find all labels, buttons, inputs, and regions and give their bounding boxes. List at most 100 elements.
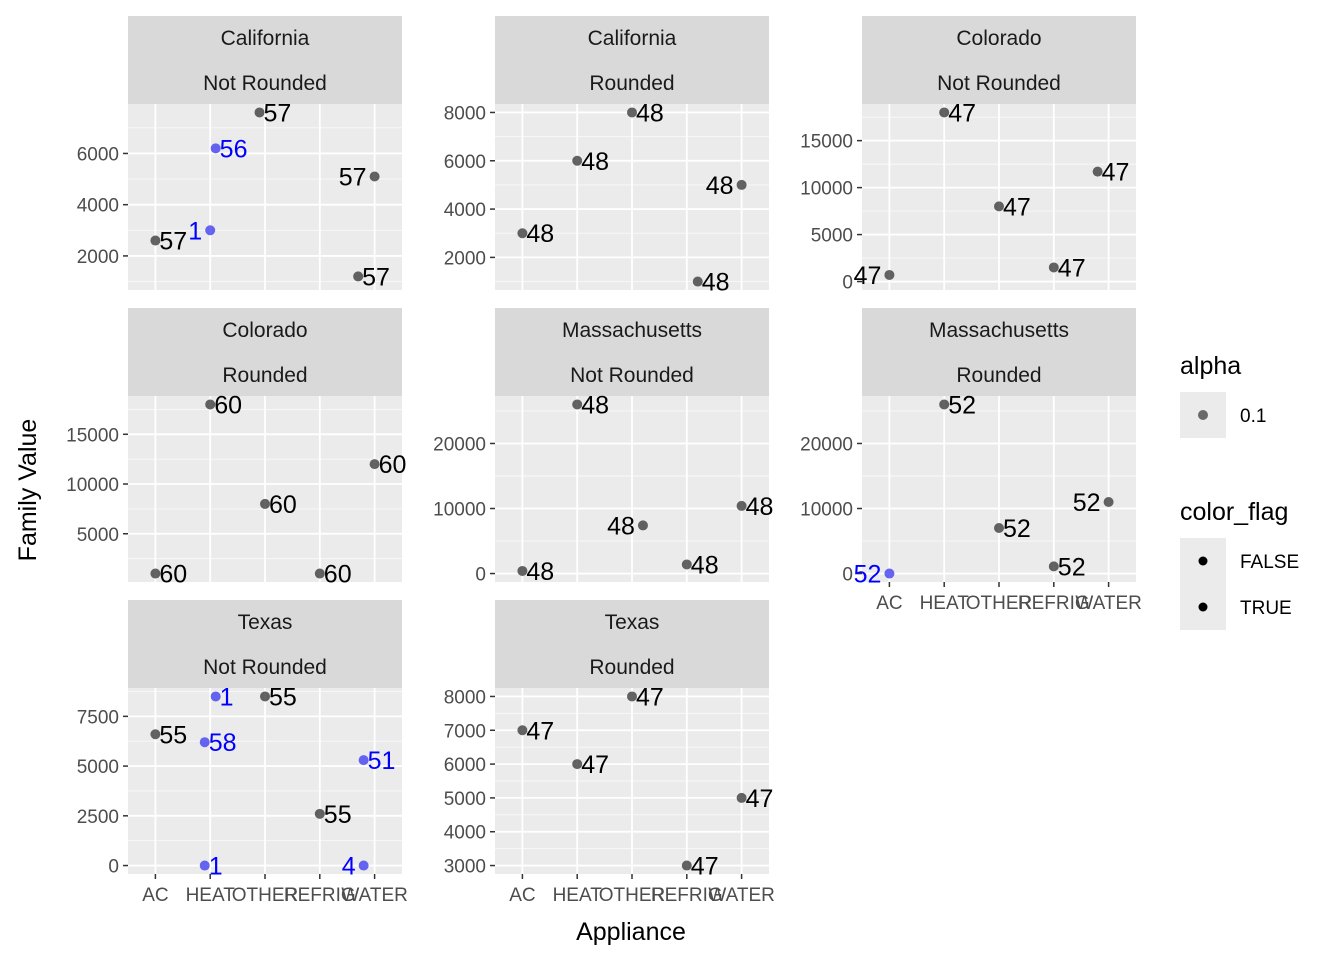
y-tick-label: 7500 <box>77 707 119 728</box>
point-label: 52 <box>948 391 976 419</box>
legend-color-label-true: TRUE <box>1240 598 1292 619</box>
legend-alpha-label: 0.1 <box>1240 406 1266 427</box>
point-label: 47 <box>636 683 664 711</box>
y-tick-label: 15000 <box>800 132 853 153</box>
point-label: 57 <box>264 99 292 127</box>
facet-title: California <box>588 27 677 50</box>
point-label: 60 <box>269 491 297 519</box>
point-false <box>994 201 1004 212</box>
point-label: 1 <box>220 683 234 711</box>
point-label: 58 <box>209 729 237 757</box>
facet-subtitle: Rounded <box>589 72 674 95</box>
point-false <box>205 399 216 410</box>
point-false <box>1048 561 1059 572</box>
facet-panel: Colorado Rounded 5000 10000 15000 60 60 60 60 60 <box>66 308 406 589</box>
point-label: 47 <box>1003 193 1031 221</box>
y-tick-label: 3000 <box>444 857 486 878</box>
y-tick-label: 15000 <box>66 425 119 446</box>
point-false <box>572 759 583 770</box>
x-tick-label: WATER <box>341 885 408 906</box>
point-label: 47 <box>948 99 976 127</box>
x-tick-label: REFRIG <box>284 885 356 906</box>
legend-alpha-point <box>1198 410 1208 420</box>
point-true <box>358 860 369 871</box>
point-false <box>314 808 325 819</box>
y-tick-label: 10000 <box>66 475 119 496</box>
point-false <box>994 523 1004 534</box>
x-tick-label: AC <box>509 885 535 906</box>
point-label: 48 <box>702 269 730 297</box>
facet-subtitle: Rounded <box>956 364 1041 387</box>
point-label: 48 <box>526 220 554 248</box>
point-label: 47 <box>691 853 719 881</box>
y-tick-label: 4000 <box>77 196 119 217</box>
point-label: 48 <box>636 99 664 127</box>
y-tick-label: 5000 <box>444 789 486 810</box>
facet-panel: Texas Not Rounded 0 2500 5000 7500 AC HEATOTHER… <box>77 600 408 906</box>
facet-subtitle: Not Rounded <box>937 72 1061 95</box>
x-tick-label: WATER <box>708 885 775 906</box>
point-false <box>736 792 747 803</box>
point-false <box>353 271 364 282</box>
facet-strip <box>128 600 402 688</box>
point-false <box>369 171 380 182</box>
y-tick-label: 5000 <box>77 525 119 546</box>
point-true <box>210 691 221 702</box>
point-label: 60 <box>324 561 352 589</box>
facet-panel: Colorado Not Rounded 0 5000 10000 15000 47 47 47… <box>800 16 1136 294</box>
point-label: 47 <box>1102 159 1130 187</box>
point-false <box>517 228 528 239</box>
y-tick-label: 7000 <box>444 721 486 742</box>
y-tick-label: 4000 <box>444 200 486 221</box>
point-false <box>369 459 380 470</box>
point-false <box>517 725 528 736</box>
point-false <box>736 500 747 511</box>
point-false <box>1103 497 1114 508</box>
x-tick-label: HEAT <box>186 885 236 906</box>
legend-color-label-false: FALSE <box>1240 552 1299 573</box>
point-false <box>736 179 747 190</box>
facet-strip <box>862 16 1136 104</box>
legend-color-point-false <box>1198 556 1208 566</box>
point-false <box>260 498 270 509</box>
point-label: 55 <box>324 801 352 829</box>
point-label: 48 <box>691 551 719 579</box>
facet-title: Massachusetts <box>929 319 1069 342</box>
legend-alpha-title: alpha <box>1180 352 1241 380</box>
facet-title: Colorado <box>222 319 307 342</box>
point-true <box>199 737 210 748</box>
point-false <box>939 399 950 410</box>
point-false <box>637 520 648 531</box>
point-label: 4 <box>342 853 356 881</box>
point-label: 52 <box>854 561 882 589</box>
facet-subtitle: Rounded <box>222 364 307 387</box>
point-false <box>150 235 161 246</box>
point-label: 1 <box>188 217 202 245</box>
point-false <box>260 691 270 702</box>
y-tick-label: 6000 <box>77 144 119 165</box>
point-label: 47 <box>526 717 554 745</box>
y-tick-label: 0 <box>475 565 486 586</box>
x-tick-label: REFRIG <box>1018 593 1090 614</box>
facet-subtitle: Not Rounded <box>203 72 327 95</box>
point-label: 1 <box>209 853 223 881</box>
point-false <box>681 860 692 871</box>
facet-strip <box>495 600 769 688</box>
point-false <box>692 276 703 287</box>
facet-panel: Massachusetts Not Rounded 0 10000 20000 48 48 4… <box>433 308 773 586</box>
point-label: 55 <box>269 683 297 711</box>
y-tick-label: 6000 <box>444 152 486 173</box>
facet-strip <box>128 16 402 104</box>
legend-color-title: color_flag <box>1180 498 1288 526</box>
point-false <box>314 568 325 579</box>
point-label: 48 <box>526 558 554 586</box>
legend: alpha 0.1 color_flag FALSE TRUE <box>1180 352 1299 630</box>
x-tick-label: HEAT <box>553 885 603 906</box>
y-tick-label: 5000 <box>77 757 119 778</box>
point-false <box>150 729 161 740</box>
y-tick-label: 0 <box>842 273 853 294</box>
point-true <box>205 225 216 236</box>
point-label: 48 <box>706 172 734 200</box>
facet-subtitle: Not Rounded <box>570 364 694 387</box>
